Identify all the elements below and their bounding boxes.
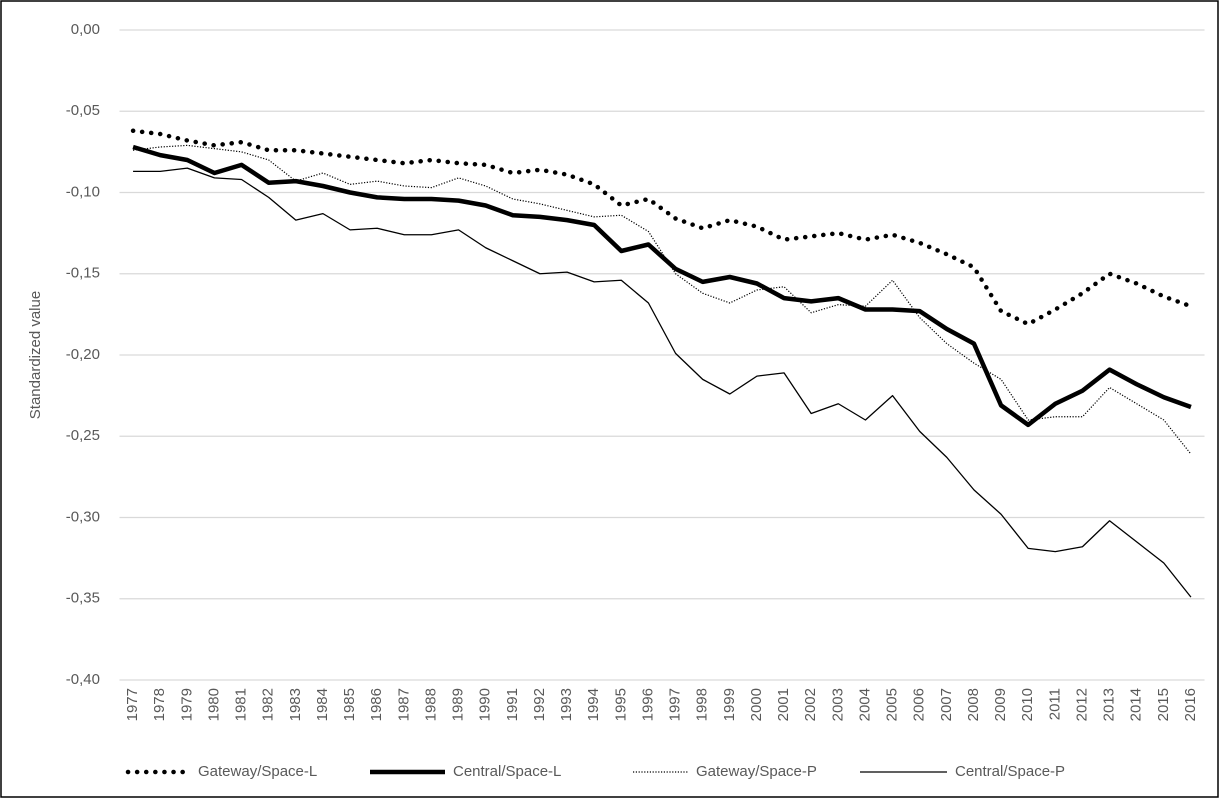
legend-label: Central/Space-P <box>955 763 1065 780</box>
x-tick-label: 1981 <box>233 688 250 721</box>
x-tick-label: 1980 <box>205 688 222 721</box>
x-tick-label: 1987 <box>395 688 412 721</box>
x-tick-label: 1979 <box>178 688 195 721</box>
x-tick-label: 2006 <box>911 688 928 721</box>
x-tick-label: 2016 <box>1182 688 1199 721</box>
x-tick-label: 1978 <box>151 688 168 721</box>
x-tick-label: 1982 <box>260 688 277 721</box>
x-tick-label: 1992 <box>531 688 548 721</box>
x-tick-label: 2015 <box>1155 688 1172 721</box>
x-tick-label: 1985 <box>341 688 358 721</box>
x-tick-label: 2013 <box>1101 688 1118 721</box>
x-tick-label: 2004 <box>856 688 873 721</box>
x-tick-label: 2000 <box>748 688 765 721</box>
x-tick-label: 1990 <box>477 688 494 721</box>
x-tick-label: 2014 <box>1128 688 1145 721</box>
x-tick-label: 2009 <box>992 688 1009 721</box>
y-tick-label: -0,30 <box>66 508 100 525</box>
x-tick-label: 1988 <box>422 688 439 721</box>
x-tick-label: 2012 <box>1073 688 1090 721</box>
x-tick-label: 2010 <box>1019 688 1036 721</box>
y-axis-title: Standardized value <box>27 291 44 419</box>
y-tick-label: -0,40 <box>66 671 100 688</box>
legend-label: Gateway/Space-L <box>198 763 317 780</box>
x-tick-label: 1986 <box>368 688 385 721</box>
x-tick-label: 2008 <box>965 688 982 721</box>
x-tick-label: 1983 <box>287 688 304 721</box>
y-tick-label: -0,25 <box>66 427 100 444</box>
x-tick-label: 2002 <box>802 688 819 721</box>
line-series <box>130 128 1194 327</box>
line-series <box>132 144 1192 428</box>
x-tick-label: 1996 <box>639 688 656 721</box>
x-tick-label: 1994 <box>585 688 602 721</box>
x-tick-label: 2005 <box>884 688 901 721</box>
x-tick-label: 1977 <box>124 688 141 721</box>
x-tick-label: 1998 <box>694 688 711 721</box>
x-tick-label: 1997 <box>667 688 684 721</box>
y-tick-label: -0,15 <box>66 265 100 282</box>
x-tick-label: 2011 <box>1046 688 1063 720</box>
x-tick-label: 2007 <box>938 688 955 721</box>
x-tick-label: 1993 <box>558 688 575 721</box>
x-tick-label: 1984 <box>314 688 331 721</box>
x-tick-label: 1991 <box>504 688 521 721</box>
y-tick-label: -0,35 <box>66 590 100 607</box>
y-tick-label: 0,00 <box>71 21 100 38</box>
y-tick-label: -0,10 <box>66 183 100 200</box>
y-tick-label: -0,05 <box>66 102 100 119</box>
x-tick-label: 2003 <box>829 688 846 721</box>
y-tick-label: -0,20 <box>66 346 100 363</box>
legend-label: Gateway/Space-P <box>696 763 817 780</box>
legend-label: Central/Space-L <box>453 763 561 780</box>
x-tick-label: 2001 <box>775 688 792 721</box>
line-series <box>133 167 1192 598</box>
x-tick-label: 1989 <box>450 688 467 721</box>
x-tick-label: 1999 <box>721 688 738 721</box>
x-tick-label: 1995 <box>612 688 629 721</box>
line-series <box>132 144 1192 455</box>
